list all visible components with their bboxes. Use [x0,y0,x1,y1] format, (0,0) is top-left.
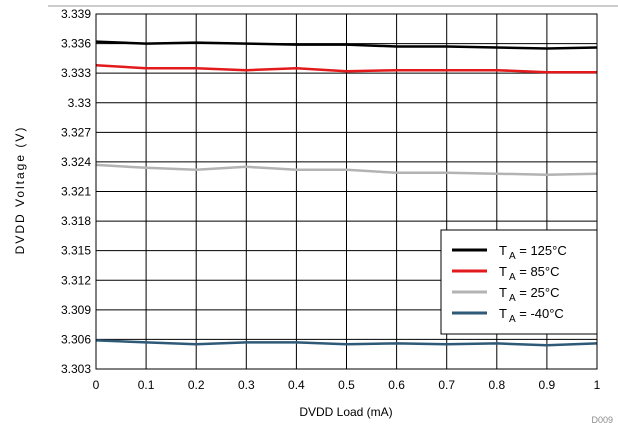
y-tick-label: 3.312 [61,273,91,287]
y-axis-title: DVDD Voltage (V) [13,126,27,255]
x-axis-title: DVDD Load (mA) [299,405,392,419]
x-tick-labels: 0 0.1 0.2 0.3 0.4 0.5 0.6 0.7 0.8 0.9 1 [93,378,601,392]
series-layer [95,40,598,347]
y-tick-label: 3.306 [61,332,91,346]
y-tick-label: 3.333 [61,66,91,80]
plot-frame [95,13,598,370]
x-tick-label: 0.8 [488,378,505,392]
x-tick-label: 1 [594,378,601,392]
y-tick-label: 3.324 [61,155,91,169]
x-tick-label: 0.1 [138,378,155,392]
y-tick-labels: 3.339 3.336 3.333 3.33 3.327 3.324 3.321 3.318 3… [61,7,91,376]
y-tick-label: 3.303 [61,362,91,376]
series-line [95,163,598,176]
x-tick-label: 0.4 [288,378,305,392]
series-line [95,64,597,74]
y-tick-label: 3.33 [68,96,92,110]
y-tick-label: 3.315 [61,244,91,258]
x-tick-label: 0.3 [238,378,255,392]
series-line [95,339,598,347]
series-line [95,40,598,50]
figure-code: D009 [591,415,613,425]
x-tick-label: 0.6 [388,378,405,392]
y-tick-label: 3.321 [61,185,91,199]
y-tick-label: 3.309 [61,303,91,317]
x-tick-label: 0.5 [338,378,355,392]
y-tick-label: 3.318 [61,214,91,228]
legend-box [440,229,598,335]
x-tick-label: 0.2 [188,378,205,392]
y-tick-label: 3.336 [61,37,91,51]
x-tick-label: 0.7 [438,378,455,392]
x-tick-label: 0.9 [539,378,556,392]
x-tick-label: 0 [93,378,100,392]
y-tick-label: 3.327 [61,125,91,139]
y-tick-label: 3.339 [61,7,91,21]
